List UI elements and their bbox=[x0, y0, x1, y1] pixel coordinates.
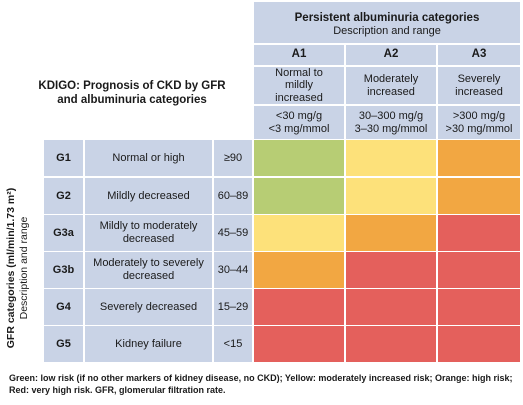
gfr-code-g4: G4 bbox=[44, 289, 83, 325]
gfr-range-g3b: 30–44 bbox=[214, 252, 252, 288]
gfr-desc-g2: Mildly decreased bbox=[85, 178, 212, 214]
albuminuria-range-a3: >300 mg/g >30 mg/mmol bbox=[438, 106, 520, 139]
albuminuria-code-a2: A2 bbox=[346, 45, 436, 65]
gfr-heading: GFR categories (ml/min/1.73 m²) bbox=[5, 187, 17, 349]
gfr-code-g3a: G3a bbox=[44, 215, 83, 251]
gfr-range-g4: 15–29 bbox=[214, 289, 252, 325]
gfr-desc-g1: Normal or high bbox=[85, 140, 212, 176]
gfr-code-g3b: G3b bbox=[44, 252, 83, 288]
gfr-desc-g4: Severely decreased bbox=[85, 289, 212, 325]
gfr-subheading: Description and range bbox=[18, 216, 31, 320]
gfr-range-g5: <15 bbox=[214, 326, 252, 362]
albuminuria-range-a2: 30–300 mg/g 3–30 mg/mmol bbox=[346, 106, 436, 139]
albuminuria-range-a1: <30 mg/g <3 mg/mmol bbox=[254, 106, 344, 139]
risk-cell-g3b-a1 bbox=[254, 252, 344, 288]
risk-cell-g2-a2 bbox=[346, 178, 436, 214]
risk-cell-g5-a3 bbox=[438, 326, 520, 362]
albuminuria-desc-a3: Severely increased bbox=[438, 67, 520, 104]
risk-cell-g1-a2 bbox=[346, 140, 436, 176]
albuminuria-subheading: Description and range bbox=[333, 25, 441, 37]
gfr-code-g5: G5 bbox=[44, 326, 83, 362]
risk-cell-g3a-a1 bbox=[254, 215, 344, 251]
gfr-code-g2: G2 bbox=[44, 178, 83, 214]
albuminuria-header: Persistent albuminuria categories Descri… bbox=[254, 2, 520, 43]
risk-cell-g3b-a2 bbox=[346, 252, 436, 288]
risk-cell-g4-a3 bbox=[438, 289, 520, 325]
albuminuria-desc-a1: Normal to mildly increased bbox=[254, 67, 344, 104]
gfr-axis-label: GFR categories (ml/min/1.73 m²) Descript… bbox=[5, 158, 39, 378]
risk-cell-g4-a1 bbox=[254, 289, 344, 325]
risk-cell-g4-a2 bbox=[346, 289, 436, 325]
risk-cell-g2-a1 bbox=[254, 178, 344, 214]
risk-cell-g5-a2 bbox=[346, 326, 436, 362]
risk-cell-g3a-a3 bbox=[438, 215, 520, 251]
risk-cell-g1-a3 bbox=[438, 140, 520, 176]
chart-title: KDIGO: Prognosis of CKD by GFR and album… bbox=[38, 80, 226, 106]
gfr-desc-g5: Kidney failure bbox=[85, 326, 212, 362]
gfr-desc-g3b: Moderately to severely decreased bbox=[85, 252, 212, 288]
risk-cell-g1-a1 bbox=[254, 140, 344, 176]
risk-cell-g2-a3 bbox=[438, 178, 520, 214]
albuminuria-heading: Persistent albuminuria categories bbox=[294, 12, 480, 24]
gfr-range-g2: 60–89 bbox=[214, 178, 252, 214]
gfr-range-g3a: 45–59 bbox=[214, 215, 252, 251]
legend-footnote: Green: low risk (if no other markers of … bbox=[9, 373, 513, 396]
risk-cell-g3a-a2 bbox=[346, 215, 436, 251]
albuminuria-code-a3: A3 bbox=[438, 45, 520, 65]
gfr-range-g1: ≥90 bbox=[214, 140, 252, 176]
gfr-code-g1: G1 bbox=[44, 140, 83, 176]
albuminuria-code-a1: A1 bbox=[254, 45, 344, 65]
risk-cell-g5-a1 bbox=[254, 326, 344, 362]
albuminuria-desc-a2: Moderately increased bbox=[346, 67, 436, 104]
risk-cell-g3b-a3 bbox=[438, 252, 520, 288]
gfr-desc-g3a: Mildly to moderately decreased bbox=[85, 215, 212, 251]
